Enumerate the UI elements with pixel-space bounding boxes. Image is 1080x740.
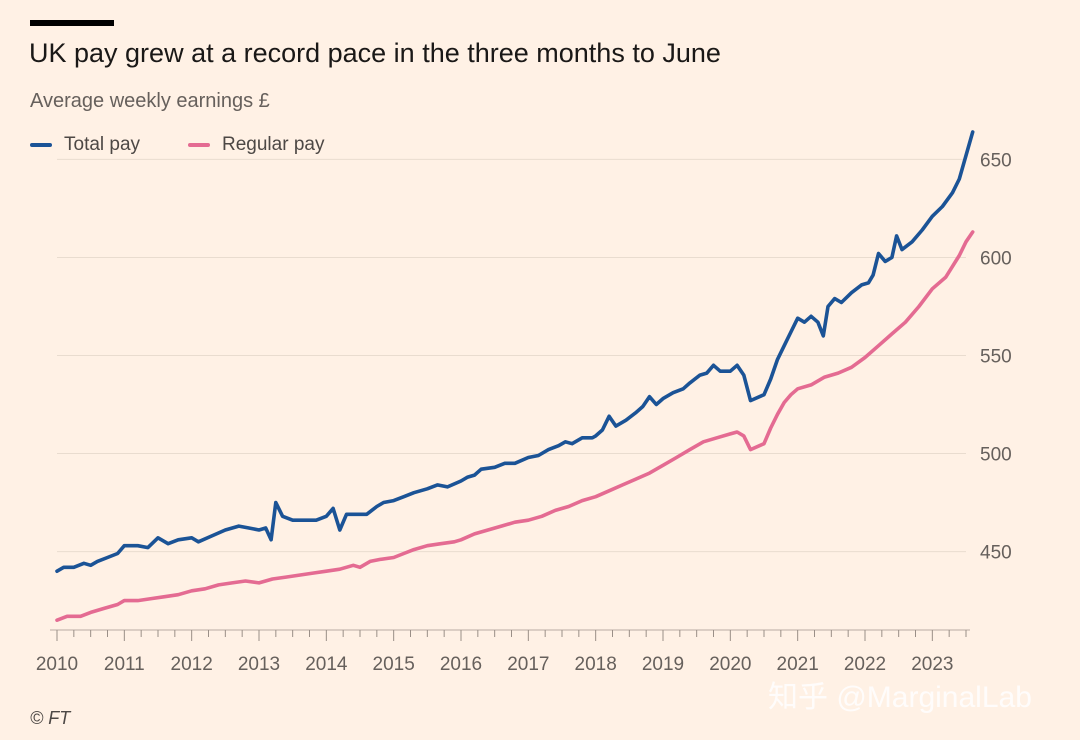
series-line-total-pay bbox=[55, 130, 975, 573]
y-tick-label-450: 450 bbox=[980, 543, 1012, 564]
legend-swatch-total-pay bbox=[30, 143, 52, 147]
x-tick-label-2019: 2019 bbox=[642, 654, 684, 675]
y-tick-label-500: 500 bbox=[980, 445, 1012, 466]
x-tick-label-2015: 2015 bbox=[373, 654, 415, 675]
x-tick-label-2017: 2017 bbox=[507, 654, 549, 675]
x-tick-label-2014: 2014 bbox=[305, 654, 348, 675]
source-credit: © FT bbox=[30, 708, 71, 728]
legend-swatch-regular-pay bbox=[188, 143, 210, 147]
x-tick-label-2012: 2012 bbox=[171, 654, 213, 675]
y-tick-label-650: 650 bbox=[980, 150, 1012, 171]
x-tick-label-2023: 2023 bbox=[911, 654, 953, 675]
series-line-regular-pay bbox=[55, 230, 975, 622]
chart-subtitle: Average weekly earnings £ bbox=[30, 90, 270, 112]
legend-label-total-pay: Total pay bbox=[64, 134, 141, 155]
legend-label-regular-pay: Regular pay bbox=[222, 134, 325, 155]
y-tick-label-550: 550 bbox=[980, 346, 1012, 367]
x-tick-label-2010: 2010 bbox=[36, 654, 78, 675]
y-tick-label-600: 600 bbox=[980, 248, 1012, 269]
x-tick-label-2021: 2021 bbox=[777, 654, 819, 675]
x-tick-label-2020: 2020 bbox=[709, 654, 751, 675]
x-tick-label-2013: 2013 bbox=[238, 654, 280, 675]
x-tick-label-2022: 2022 bbox=[844, 654, 886, 675]
ft-brand-bar bbox=[30, 20, 114, 26]
chart-title: UK pay grew at a record pace in the thre… bbox=[29, 38, 721, 68]
x-tick-label-2016: 2016 bbox=[440, 654, 482, 675]
watermark: 知乎 @MarginalLab bbox=[768, 681, 1032, 714]
x-tick-label-2018: 2018 bbox=[575, 654, 617, 675]
x-tick-label-2011: 2011 bbox=[104, 654, 145, 675]
